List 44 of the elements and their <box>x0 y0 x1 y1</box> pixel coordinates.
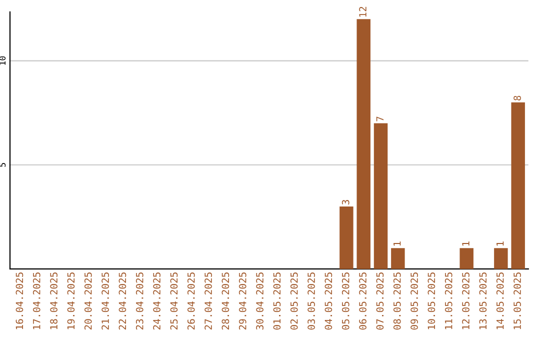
x-tick-label: 25.04.2025 <box>170 272 178 330</box>
x-tick-label: 29.04.2025 <box>238 272 246 330</box>
x-tick-label: 05.05.2025 <box>342 272 350 330</box>
x-tick-label: 14.05.2025 <box>496 272 504 330</box>
data-label: 12 <box>359 6 366 17</box>
x-tick-label: 11.05.2025 <box>444 272 452 330</box>
bar <box>340 206 354 269</box>
x-tick-label: 13.05.2025 <box>479 272 487 330</box>
data-label: 3 <box>342 200 350 204</box>
x-tick-label: 07.05.2025 <box>376 272 384 330</box>
x-tick-label: 26.04.2025 <box>187 272 195 330</box>
x-tick-label: 27.04.2025 <box>204 272 212 330</box>
x-tick-label: 21.04.2025 <box>102 272 109 330</box>
x-tick-label: 22.04.2025 <box>118 272 126 330</box>
data-label: 1 <box>462 242 470 246</box>
bar <box>460 248 474 269</box>
x-tick-label: 06.05.2025 <box>359 272 366 330</box>
x-tick-label: 20.04.2025 <box>84 272 92 330</box>
x-tick-label: 19.04.2025 <box>67 272 75 330</box>
x-tick-label: 17.04.2025 <box>32 272 40 330</box>
x-tick-label: 16.04.2025 <box>16 272 24 330</box>
x-tick-label: 09.05.2025 <box>410 272 418 330</box>
x-tick-label: 03.05.2025 <box>308 272 315 330</box>
x-tick-label: 02.05.2025 <box>290 272 298 330</box>
x-tick-label: 23.04.2025 <box>136 272 144 330</box>
x-tick-label: 10.05.2025 <box>428 272 436 330</box>
x-tick-label: 15.05.2025 <box>514 272 521 330</box>
x-tick-label: 28.04.2025 <box>222 272 230 330</box>
bar <box>374 123 388 269</box>
x-tick-label: 12.05.2025 <box>462 272 470 330</box>
bar <box>356 19 370 269</box>
x-tick-label: 01.05.2025 <box>273 272 281 330</box>
x-tick-label: 18.04.2025 <box>50 272 58 330</box>
bar <box>391 248 405 269</box>
bar <box>511 102 525 269</box>
data-label: 1 <box>496 242 504 246</box>
x-tick-label: 24.04.2025 <box>153 272 160 330</box>
data-label: 1 <box>394 242 401 246</box>
x-tick-label: 04.05.2025 <box>324 272 332 330</box>
data-label: 7 <box>376 116 384 122</box>
x-tick-label: 30.04.2025 <box>256 272 264 330</box>
data-label: 8 <box>514 96 521 100</box>
x-tick-label: 08.05.2025 <box>393 272 401 330</box>
bar <box>494 248 508 269</box>
